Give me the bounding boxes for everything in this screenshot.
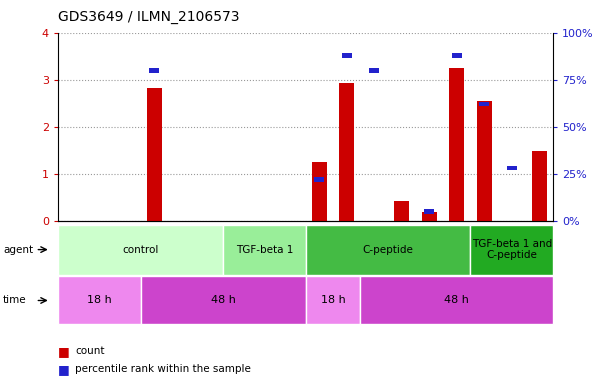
Bar bbox=[477, 101, 492, 221]
Text: ■: ■ bbox=[58, 345, 70, 358]
Text: 18 h: 18 h bbox=[87, 295, 112, 306]
Text: time: time bbox=[3, 295, 27, 306]
Bar bbox=[150, 68, 159, 73]
Text: ■: ■ bbox=[58, 363, 70, 376]
Bar bbox=[141, 276, 306, 324]
Text: 18 h: 18 h bbox=[321, 295, 345, 306]
Bar bbox=[470, 225, 553, 275]
Bar bbox=[339, 83, 354, 221]
Bar bbox=[480, 102, 489, 106]
Bar bbox=[315, 177, 324, 182]
Text: count: count bbox=[75, 346, 104, 356]
Bar bbox=[312, 162, 327, 221]
Bar bbox=[342, 53, 351, 58]
Bar bbox=[223, 225, 306, 275]
Bar bbox=[306, 225, 470, 275]
Text: 48 h: 48 h bbox=[444, 295, 469, 306]
Text: C-peptide: C-peptide bbox=[362, 245, 414, 255]
Bar bbox=[306, 276, 360, 324]
Text: TGF-beta 1: TGF-beta 1 bbox=[236, 245, 293, 255]
Bar bbox=[452, 53, 461, 58]
Text: control: control bbox=[122, 245, 159, 255]
Bar bbox=[394, 201, 409, 221]
Text: agent: agent bbox=[3, 245, 33, 255]
Text: percentile rank within the sample: percentile rank within the sample bbox=[75, 364, 251, 374]
Text: TGF-beta 1 and
C-peptide: TGF-beta 1 and C-peptide bbox=[472, 239, 552, 260]
Text: GDS3649 / ILMN_2106573: GDS3649 / ILMN_2106573 bbox=[58, 10, 240, 23]
Bar bbox=[532, 151, 547, 221]
Bar bbox=[449, 68, 464, 221]
Bar bbox=[422, 212, 437, 221]
Bar bbox=[147, 88, 162, 221]
Bar bbox=[58, 225, 223, 275]
Bar bbox=[360, 276, 553, 324]
Bar bbox=[370, 68, 379, 73]
Bar bbox=[507, 166, 516, 170]
Text: 48 h: 48 h bbox=[211, 295, 235, 306]
Bar bbox=[425, 209, 434, 214]
Bar bbox=[58, 276, 141, 324]
